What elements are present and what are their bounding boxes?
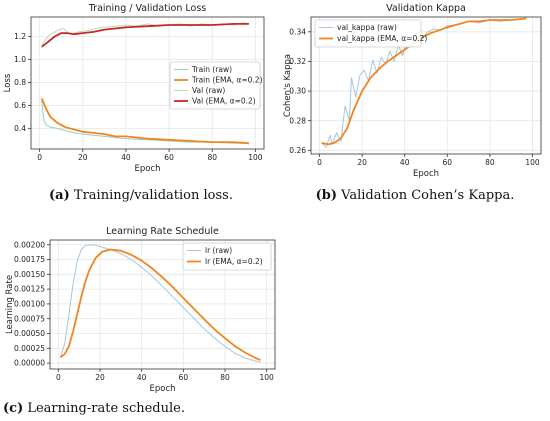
x-tick-label: 60 — [179, 373, 189, 382]
x-axis-label: Epoch — [413, 169, 439, 179]
caption-text: Training/validation loss. — [70, 188, 233, 203]
chart-title: Validation Kappa — [386, 3, 466, 14]
legend-entry: Train (raw) — [191, 65, 232, 74]
y-tick-label: 0.00075 — [14, 314, 45, 323]
x-axis-label: Epoch — [134, 164, 160, 174]
y-tick-label: 0.34 — [289, 27, 306, 36]
x-tick-label: 100 — [525, 158, 540, 167]
legend-entry: val_kappa (EMA, α=0.2) — [337, 34, 427, 43]
x-tick-label: 0 — [56, 373, 61, 382]
y-tick-label: 0.6 — [14, 101, 26, 110]
plot-frame — [30, 16, 265, 150]
plot-frame — [49, 239, 276, 370]
legend-entry: Train (EMA, α=0.2) — [191, 76, 263, 85]
legend-entry: val_kappa (raw) — [337, 23, 397, 32]
y-axis-label: Loss — [3, 73, 13, 92]
series-line-1 — [41, 100, 249, 144]
legend-box — [314, 19, 422, 48]
series-line-2 — [40, 98, 249, 145]
legend-entry: Val (EMA, α=0.2) — [192, 97, 256, 106]
y-tick-label: 0.00125 — [14, 285, 45, 294]
x-tick-label: 0 — [317, 158, 322, 167]
y-axis-label: Cohen's Kappa — [283, 54, 293, 117]
series-line-2 — [59, 248, 261, 361]
plot-frame — [310, 16, 542, 155]
caption-label: (a) — [49, 188, 70, 203]
y-tick-label: 0.00150 — [14, 270, 45, 279]
figure-caption: (c) Learning-rate schedule. — [3, 401, 185, 416]
y-tick-label: 0.30 — [289, 87, 306, 96]
series-line-1 — [59, 244, 261, 363]
y-tick-label: 0.00000 — [14, 359, 45, 368]
y-tick-label: 0.00100 — [14, 300, 45, 309]
y-tick-label: 1.0 — [14, 55, 26, 64]
y-tick-label: 0.00050 — [14, 329, 45, 338]
series-line-4 — [41, 22, 249, 48]
x-tick-label: 0 — [37, 153, 42, 162]
y-tick-label: 0.00200 — [14, 240, 45, 249]
legend-entry: Val (raw) — [192, 86, 225, 95]
x-tick-label: 80 — [485, 158, 495, 167]
x-tick-label: 40 — [121, 153, 131, 162]
figure-caption: (b) Validation Cohen’s Kappa. — [316, 188, 515, 203]
caption-text: Validation Cohen’s Kappa. — [337, 188, 514, 203]
legend-entry: lr (EMA, α=0.2) — [205, 257, 263, 266]
y-tick-label: 0.26 — [289, 146, 306, 155]
x-tick-label: 60 — [443, 158, 453, 167]
chart-1: 0 20 40 60 80 100 0.4 0.6 0.8 1.0 1.2 Training / Va… — [3, 3, 265, 203]
x-tick-label: 20 — [95, 373, 105, 382]
x-tick-label: 40 — [137, 373, 147, 382]
x-tick-label: 80 — [220, 373, 230, 382]
x-axis-label: Epoch — [149, 384, 175, 394]
y-tick-label: 0.8 — [14, 78, 26, 87]
caption-label: (b) — [316, 188, 337, 203]
chart-3: 0 20 40 60 80 100 0.00000 0.00025 0.00050 0.00075… — [3, 226, 276, 416]
figure-caption: (a) Training/validation loss. — [49, 188, 233, 203]
caption-label: (c) — [3, 401, 23, 416]
x-tick-label: 100 — [260, 373, 275, 382]
legend-box — [182, 242, 272, 271]
x-tick-label: 100 — [248, 153, 263, 162]
chart-title: Training / Validation Loss — [88, 3, 207, 14]
x-tick-label: 20 — [78, 153, 88, 162]
x-tick-label: 60 — [164, 153, 174, 162]
chart-2: 0 20 40 60 80 100 0.26 0.28 0.30 0.32 0.34 Validati… — [283, 3, 542, 203]
x-tick-label: 80 — [207, 153, 217, 162]
y-tick-label: 0.00175 — [14, 255, 45, 264]
y-tick-label: 1.2 — [14, 32, 26, 41]
caption-text: Learning-rate schedule. — [23, 401, 185, 416]
x-tick-label: 20 — [357, 158, 367, 167]
y-tick-label: 0.4 — [14, 124, 26, 133]
y-tick-label: 0.32 — [289, 57, 306, 66]
chart-title: Learning Rate Schedule — [106, 226, 219, 237]
y-tick-label: 0.00025 — [14, 344, 45, 353]
legend-entry: lr (raw) — [205, 246, 232, 255]
y-tick-label: 0.28 — [289, 116, 306, 125]
legend-box — [169, 61, 261, 110]
y-axis-label: Learning Rate — [5, 275, 15, 334]
x-tick-label: 40 — [400, 158, 410, 167]
